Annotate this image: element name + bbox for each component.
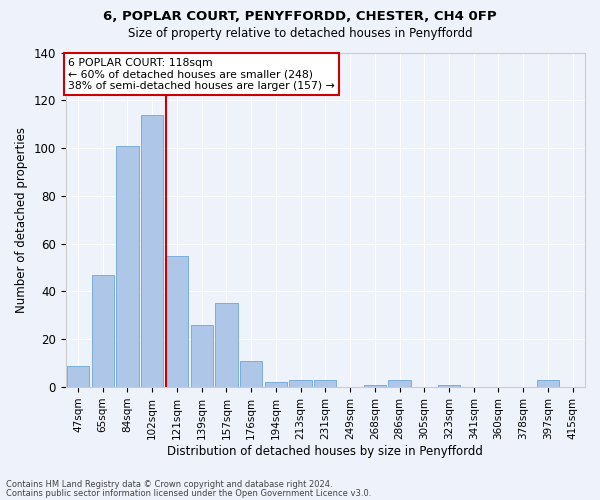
Bar xyxy=(289,380,312,387)
Bar xyxy=(438,384,460,387)
Bar xyxy=(141,114,163,387)
Text: Contains public sector information licensed under the Open Government Licence v3: Contains public sector information licen… xyxy=(6,489,371,498)
Text: 6, POPLAR COURT, PENYFFORDD, CHESTER, CH4 0FP: 6, POPLAR COURT, PENYFFORDD, CHESTER, CH… xyxy=(103,10,497,23)
Y-axis label: Number of detached properties: Number of detached properties xyxy=(15,127,28,313)
Bar xyxy=(537,380,559,387)
Bar xyxy=(388,380,410,387)
Bar xyxy=(265,382,287,387)
Bar xyxy=(191,325,213,387)
Bar xyxy=(215,304,238,387)
Bar xyxy=(364,384,386,387)
Bar xyxy=(116,146,139,387)
X-axis label: Distribution of detached houses by size in Penyffordd: Distribution of detached houses by size … xyxy=(167,444,483,458)
Bar xyxy=(314,380,337,387)
Bar xyxy=(240,361,262,387)
Text: Size of property relative to detached houses in Penyffordd: Size of property relative to detached ho… xyxy=(128,28,472,40)
Bar xyxy=(67,366,89,387)
Bar xyxy=(166,256,188,387)
Text: 6 POPLAR COURT: 118sqm
← 60% of detached houses are smaller (248)
38% of semi-de: 6 POPLAR COURT: 118sqm ← 60% of detached… xyxy=(68,58,335,90)
Bar xyxy=(92,275,114,387)
Text: Contains HM Land Registry data © Crown copyright and database right 2024.: Contains HM Land Registry data © Crown c… xyxy=(6,480,332,489)
